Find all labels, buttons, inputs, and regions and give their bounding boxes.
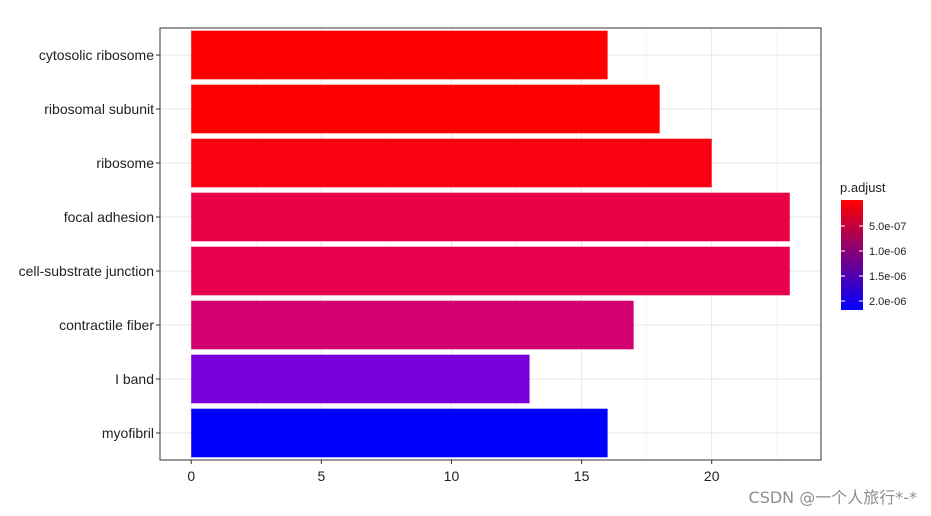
y-tick-label: I band [115,371,154,387]
y-tick-label: cytosolic ribosome [39,47,154,63]
x-tick-label: 10 [444,468,460,484]
bars [191,30,790,458]
y-tick-label: ribosome [96,155,154,171]
x-tick-label: 5 [317,468,325,484]
y-tick-label: ribosomal subunit [44,101,154,117]
legend: p.adjust 5.0e-07 1.0e-06 1.5e-06 2.0e-06 [840,180,906,310]
legend-title: p.adjust [840,180,886,195]
legend-colorbar [841,200,863,310]
y-tick-label: cell-substrate junction [19,263,154,279]
legend-tick-label: 5.0e-07 [869,221,906,233]
x-axis: 0 5 10 15 20 [187,460,720,484]
y-tick-label: focal adhesion [64,209,154,225]
y-axis: cytosolic ribosome ribosomal subunit ribos… [19,47,160,441]
x-tick-label: 20 [704,468,720,484]
y-tick-label: myofibril [102,425,154,441]
bar [191,84,660,134]
y-tick-label: contractile fiber [59,317,154,333]
bar [191,300,634,350]
bar [191,30,608,80]
legend-tick-label: 1.0e-06 [869,246,906,258]
bar [191,408,608,458]
x-tick-label: 15 [574,468,590,484]
bar [191,192,790,242]
watermark: CSDN @一个人旅行*-* [748,488,917,507]
bar [191,246,790,296]
legend-tick-label: 2.0e-06 [869,296,906,308]
legend-tick-label: 1.5e-06 [869,271,906,283]
x-tick-label: 0 [187,468,195,484]
plot-frame [159,27,822,461]
bar [191,354,530,404]
bar [191,138,712,188]
